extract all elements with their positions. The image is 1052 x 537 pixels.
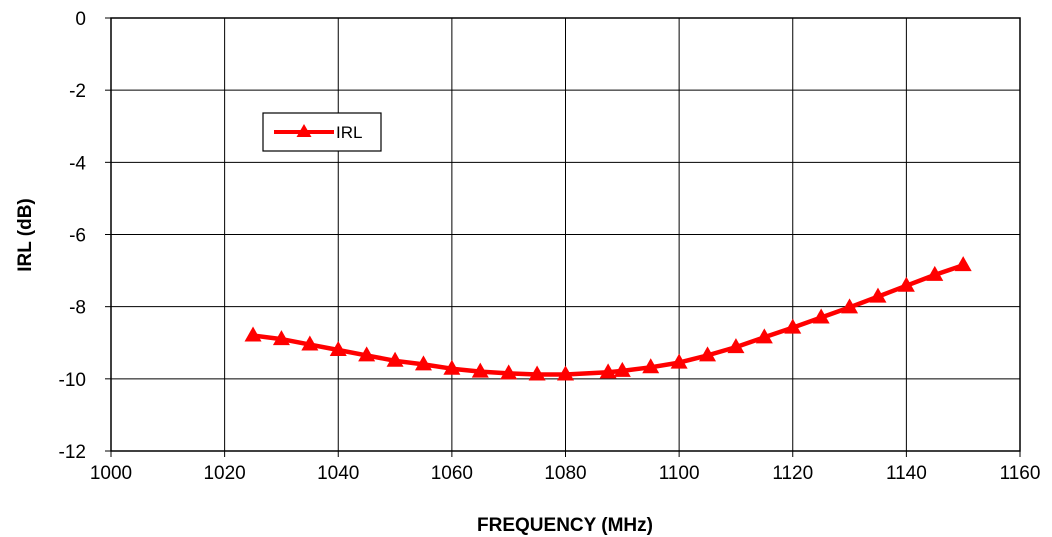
data-point-marker <box>557 365 574 381</box>
data-point-marker <box>755 328 773 344</box>
y-tick-label: -10 <box>59 370 86 391</box>
data-point-marker <box>784 318 802 334</box>
x-tick-label: 1100 <box>659 463 700 484</box>
data-point-marker <box>471 362 489 378</box>
x-axis-title: FREQUENCY (MHz) <box>477 515 653 536</box>
data-point-marker <box>272 330 290 346</box>
legend-label: IRL <box>336 123 362 142</box>
x-tick-label: 1000 <box>90 463 132 484</box>
data-point-marker <box>869 287 887 303</box>
data-point-marker <box>926 265 944 281</box>
data-point-marker <box>443 359 461 375</box>
series-line-irl <box>250 262 966 377</box>
y-tick-label: -8 <box>69 298 86 319</box>
x-tick-label: 1020 <box>203 463 245 484</box>
x-axis-ticks: 1000 1020 1040 1060 1080 1100 1120 1140 1160 <box>90 451 1041 484</box>
data-point-marker <box>812 308 830 324</box>
data-point-marker <box>642 358 660 374</box>
y-tick-label: -4 <box>69 153 86 174</box>
data-point-marker <box>841 298 859 314</box>
y-tick-label: -12 <box>59 442 86 463</box>
x-tick-label: 1140 <box>886 463 927 484</box>
x-tick-label: 1060 <box>431 463 473 484</box>
x-tick-label: 1120 <box>772 463 813 484</box>
x-tick-label: 1040 <box>317 463 359 484</box>
y-tick-label: 0 <box>75 9 86 30</box>
series-layer <box>244 256 972 381</box>
legend-marker <box>296 124 312 137</box>
data-point-marker <box>244 326 262 342</box>
y-tick-label: -6 <box>69 226 86 247</box>
data-point-marker <box>670 353 688 369</box>
data-point-marker <box>699 346 717 362</box>
data-point-marker <box>954 256 972 272</box>
legend: IRL <box>262 112 382 152</box>
data-point-marker <box>727 338 745 354</box>
data-point-marker <box>613 361 631 377</box>
grid-lines <box>110 17 1021 452</box>
x-tick-label: 1080 <box>544 463 586 484</box>
data-point-marker <box>329 340 347 356</box>
y-axis-ticks: 0 -2 -4 -6 -8 -10 -12 <box>59 9 111 463</box>
data-point-marker <box>528 365 546 381</box>
data-point-marker <box>358 346 376 362</box>
data-point-marker <box>386 351 404 367</box>
data-point-marker <box>599 363 617 379</box>
data-point-marker <box>500 364 518 380</box>
data-point-marker <box>301 335 319 351</box>
y-axis-title: IRL (dB) <box>15 198 36 272</box>
data-point-marker <box>897 276 915 292</box>
y-tick-label: -2 <box>69 81 86 102</box>
data-point-marker <box>414 355 432 371</box>
x-tick-label: 1160 <box>1000 463 1041 484</box>
